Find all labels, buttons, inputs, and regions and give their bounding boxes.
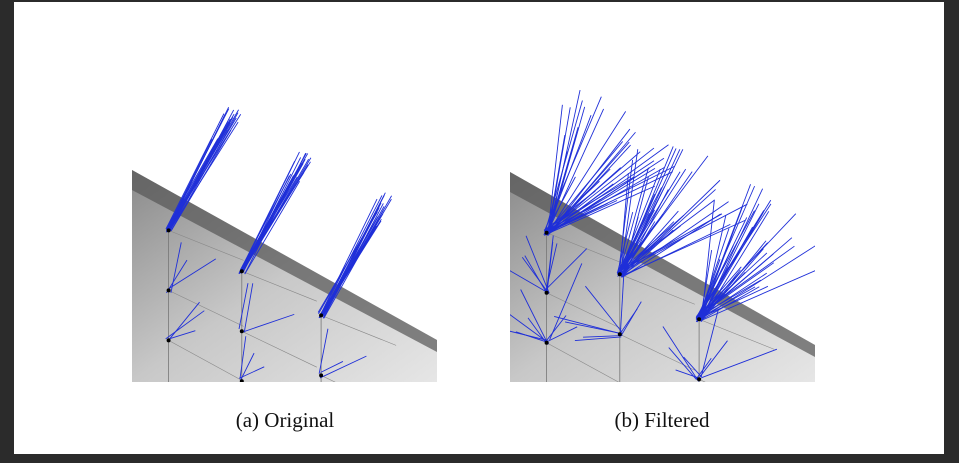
mesh-wire <box>699 379 774 415</box>
vertex <box>697 317 701 321</box>
vertex <box>240 379 244 383</box>
caption: (b) Filtered <box>614 408 710 432</box>
vertex <box>545 341 549 345</box>
vertex <box>167 288 171 292</box>
image-original <box>132 107 437 422</box>
figure: (a) Original (b) Filtered <box>0 0 959 463</box>
image-filtered <box>487 90 833 415</box>
vertex <box>167 338 171 342</box>
vertex <box>319 373 323 377</box>
vertex <box>618 332 622 336</box>
vertex <box>240 269 244 273</box>
vertex <box>167 228 171 232</box>
caption: (a) Original <box>236 408 335 432</box>
vertex <box>697 377 701 381</box>
normal-line <box>698 214 795 317</box>
vertex <box>545 231 549 235</box>
vertex <box>240 329 244 333</box>
viewer: (a) Original (b) Filtered (() => { const… <box>0 0 959 463</box>
vertex <box>618 272 622 276</box>
vertex <box>319 313 323 317</box>
vertex <box>545 291 549 295</box>
